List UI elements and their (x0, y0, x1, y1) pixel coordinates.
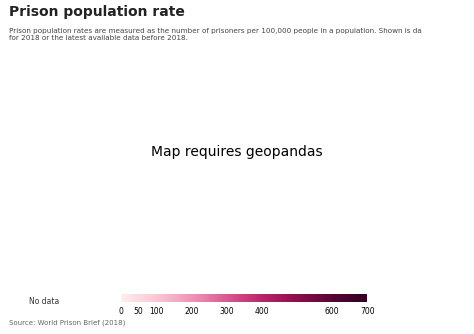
Text: Our World
in Data: Our World in Data (410, 18, 446, 30)
Text: No data: No data (29, 297, 59, 306)
Text: Source: World Prison Brief (2018): Source: World Prison Brief (2018) (9, 319, 126, 326)
Text: Prison population rate: Prison population rate (9, 5, 185, 19)
Text: Prison population rates are measured as the number of prisoners per 100,000 peop: Prison population rates are measured as … (9, 28, 422, 41)
Text: Map requires geopandas: Map requires geopandas (151, 145, 323, 159)
